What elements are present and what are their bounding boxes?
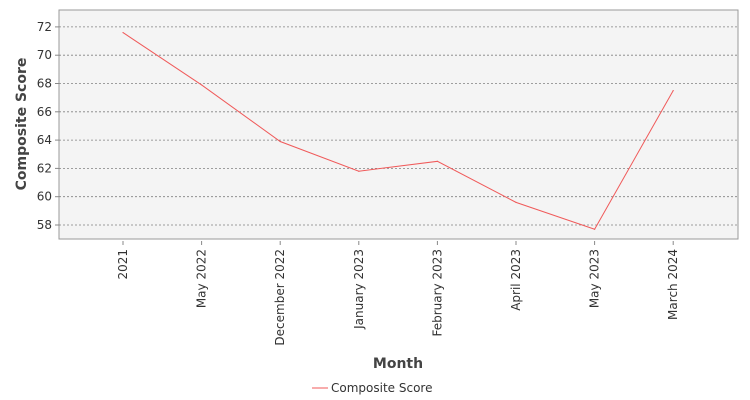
series-layer	[122, 31, 674, 230]
y-tick-label: 68	[37, 77, 52, 91]
y-axis-title: Composite Score	[14, 58, 30, 191]
y-tick-label: 62	[37, 161, 52, 175]
x-tick-label: May 2023	[588, 249, 602, 308]
x-tick-label: May 2022	[195, 249, 209, 308]
data-point	[201, 84, 203, 86]
y-tick-label: 58	[37, 218, 52, 232]
grid-lines	[59, 26, 738, 226]
y-tick-label: 60	[37, 190, 52, 204]
x-axis-ticks: 2021 May 2022 December 2022 January 2023 Feb…	[116, 241, 680, 346]
x-tick-label: March 2024	[666, 249, 680, 320]
y-tick-label: 72	[37, 20, 52, 34]
legend-label: Composite Score	[331, 381, 432, 395]
data-point	[122, 31, 124, 34]
y-axis-ticks: 58 60 62 64 66 68 70 72	[37, 20, 59, 232]
legend: Composite Score	[312, 381, 432, 395]
x-tick-label: February 2023	[430, 249, 444, 337]
x-tick-label: 2021	[116, 249, 130, 280]
y-tick-label: 66	[37, 105, 52, 119]
data-point	[358, 170, 360, 172]
data-point	[672, 89, 674, 92]
data-point	[515, 201, 517, 203]
x-tick-label: December 2022	[273, 249, 287, 346]
y-tick-label: 70	[37, 48, 52, 62]
y-tick-label: 64	[37, 133, 52, 147]
plot-area	[58, 9, 739, 240]
x-axis-title: Month	[373, 356, 423, 372]
x-tick-label: January 2023	[352, 249, 366, 330]
data-point	[279, 140, 281, 143]
x-tick-label: April 2023	[509, 249, 523, 311]
series-line	[122, 32, 674, 230]
data-point	[436, 160, 438, 162]
data-point	[594, 228, 596, 230]
